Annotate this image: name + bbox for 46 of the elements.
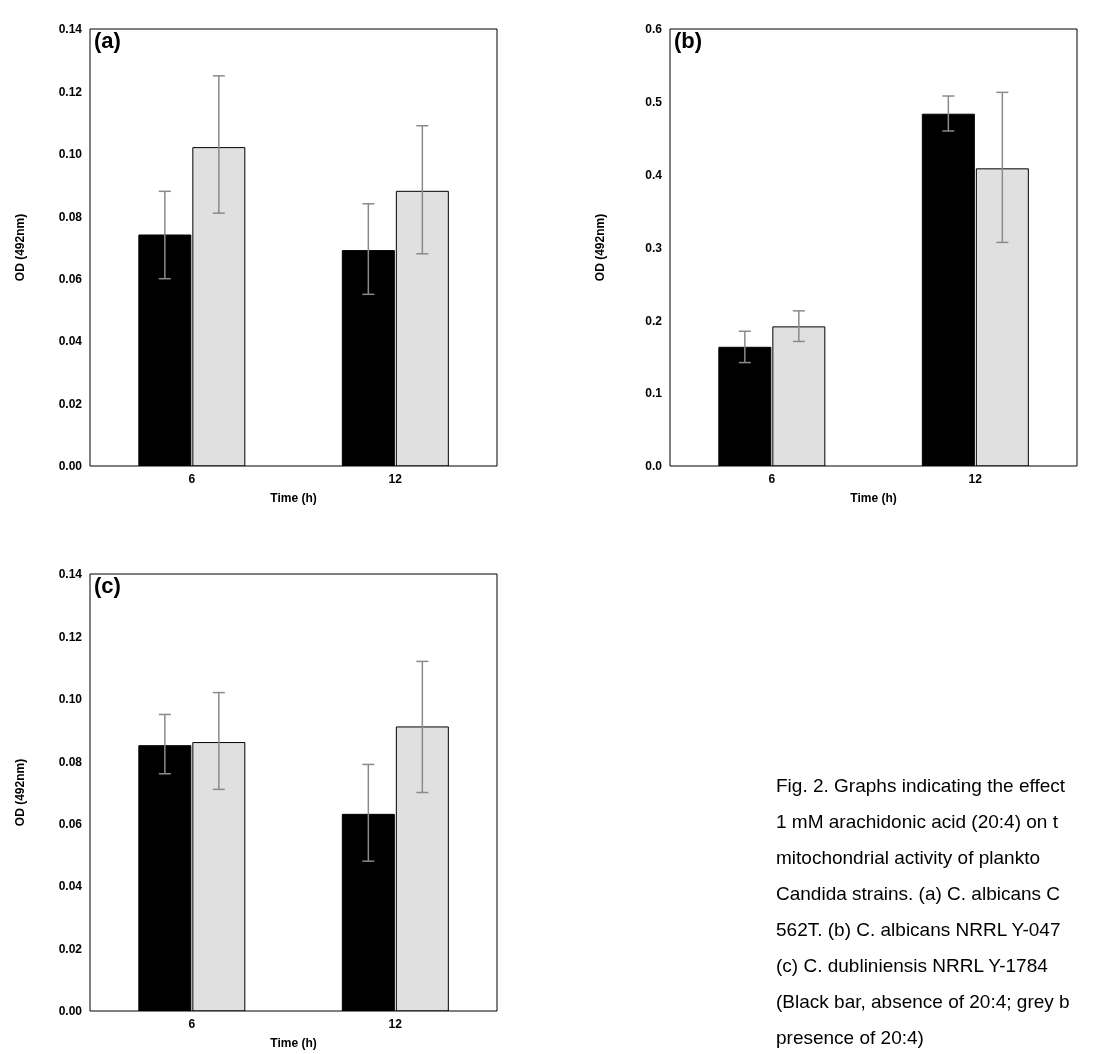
x-axis-title: Time (h): [270, 1036, 317, 1050]
chart-title: (a): [94, 28, 121, 54]
y-tick-label: 0.10: [58, 147, 83, 162]
y-tick-label: 0.06: [58, 816, 83, 831]
y-tick-label: 0.08: [58, 209, 83, 224]
text: mitochondrial activity of plankto: [776, 846, 1041, 870]
caption: Fig. 2. Graphs indicating the effect: [776, 774, 1067, 798]
y-tick-label: 0.6: [645, 22, 663, 37]
text: 1 mM arachidonic acid (20:4) on t: [776, 810, 1059, 834]
y-tick-label: 0.00: [58, 459, 83, 474]
y-tick-label: 0.0: [645, 459, 663, 474]
y-tick-label: 0.12: [58, 629, 83, 644]
y-tick-label: 0.14: [58, 567, 83, 582]
x-tick-label: 12: [388, 471, 403, 486]
text: Candida strains. (a) C. albicans C: [776, 882, 1062, 906]
text: presence of 20:4): [776, 1026, 925, 1050]
x-axis-title: Time (h): [850, 491, 897, 505]
x-axis-title: Time (h): [270, 491, 317, 505]
chart-title: (c): [94, 573, 121, 599]
y-tick-label: 0.08: [58, 754, 83, 769]
y-tick-label: 0.02: [58, 396, 83, 411]
y-tick-label: 0.04: [58, 334, 83, 349]
y-tick-label: 0.12: [58, 84, 83, 99]
text: 562T. (b) C. albicans NRRL Y-047: [776, 918, 1062, 942]
y-tick-label: 0.06: [58, 271, 83, 286]
y-tick-label: 0.02: [58, 941, 83, 956]
y-tick-label: 0.04: [58, 879, 83, 894]
y-tick-label: 0.10: [58, 692, 83, 707]
y-axis-title: OD (492nm): [13, 213, 28, 282]
y-tick-label: 0.5: [645, 95, 663, 110]
y-tick-label: 0.1: [645, 386, 663, 401]
x-tick-label: 6: [768, 471, 776, 486]
x-tick-label: 12: [968, 471, 983, 486]
y-tick-label: 0.3: [645, 240, 663, 255]
chart-title: (b): [674, 28, 703, 54]
x-tick-label: 6: [188, 471, 196, 486]
y-tick-label: 0.00: [58, 1004, 83, 1019]
y-axis-title: OD (492nm): [13, 758, 28, 827]
y-tick-label: 0.2: [645, 313, 663, 328]
y-axis-title: OD (492nm): [593, 213, 608, 282]
y-tick-label: 0.14: [58, 22, 83, 37]
text: (Black bar, absence of 20:4; grey b: [776, 990, 1071, 1014]
y-tick-label: 0.4: [645, 167, 663, 182]
x-tick-label: 6: [188, 1016, 196, 1031]
text: (c) C. dubliniensis NRRL Y-1784: [776, 954, 1049, 978]
x-tick-label: 12: [388, 1016, 403, 1031]
